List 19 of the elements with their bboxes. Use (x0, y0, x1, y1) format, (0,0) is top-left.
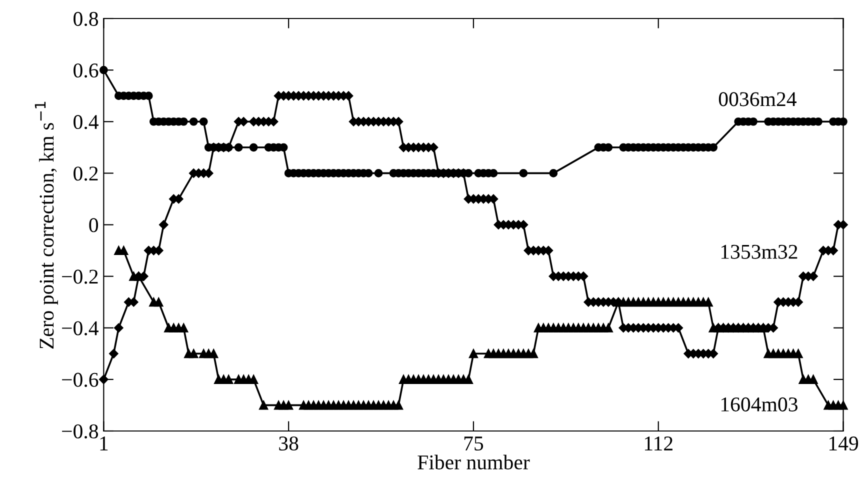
y-tick-label: −0.6 (62, 372, 98, 387)
y-tick-label: 0.2 (74, 166, 98, 181)
y-tick-label: 0.4 (74, 115, 98, 130)
x-tick-label: 149 (829, 436, 858, 451)
series-label: 1604m03 (721, 397, 798, 412)
y-tick-label: 0.8 (74, 12, 98, 26)
series-label: 0036m24 (718, 92, 796, 106)
x-tick-label: 38 (279, 436, 298, 451)
x-tick-label: 1 (100, 436, 108, 450)
series-label: 1353m32 (721, 244, 798, 259)
x-tick-label: 112 (644, 436, 672, 450)
y-axis-title: Zero point correction, km s$^{−1}$ (34, 102, 58, 349)
y-tick-label: −0.8 (62, 424, 98, 439)
y-tick-label: 0.6 (74, 63, 98, 78)
y-tick-label: −0.4 (62, 321, 98, 336)
x-axis-title: Fiber number (418, 454, 530, 470)
y-tick-label: −0.2 (62, 270, 98, 284)
y-tick-label: 0 (89, 218, 98, 232)
x-tick-label: 75 (464, 436, 484, 451)
